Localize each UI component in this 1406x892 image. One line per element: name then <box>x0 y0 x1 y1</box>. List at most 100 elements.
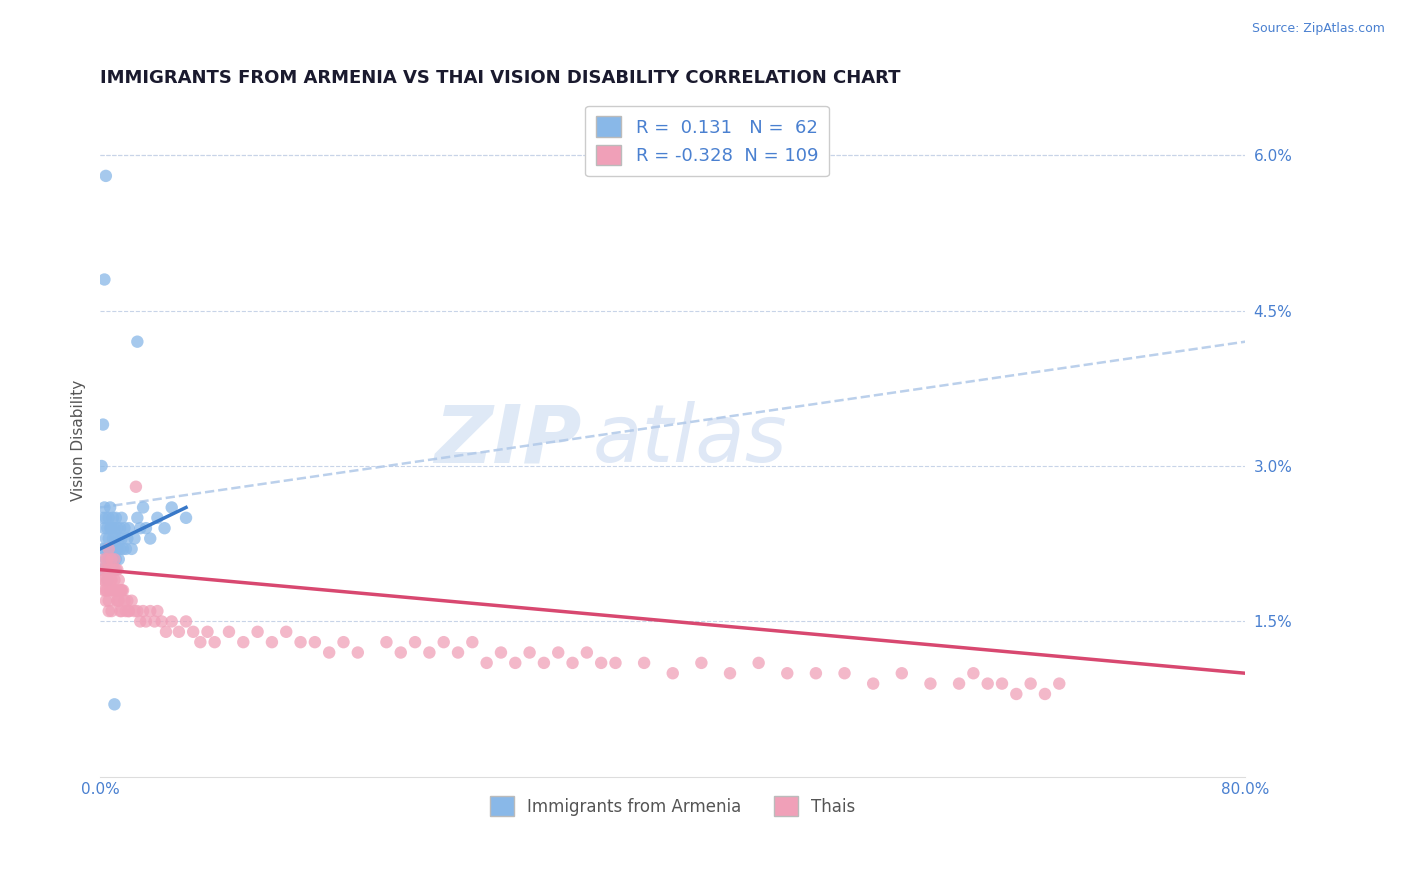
Point <box>127 604 149 618</box>
Point <box>146 604 169 618</box>
Point <box>132 604 155 618</box>
Point <box>93 272 115 286</box>
Y-axis label: Vision Disability: Vision Disability <box>72 379 86 500</box>
Point <box>103 698 125 712</box>
Point <box>110 583 132 598</box>
Point <box>976 676 998 690</box>
Point <box>920 676 942 690</box>
Point <box>519 646 541 660</box>
Point <box>260 635 283 649</box>
Point <box>110 511 132 525</box>
Point <box>204 635 226 649</box>
Point <box>124 532 146 546</box>
Point <box>115 541 138 556</box>
Point <box>346 646 368 660</box>
Point <box>103 563 125 577</box>
Point <box>591 656 613 670</box>
Point <box>232 635 254 649</box>
Point <box>94 563 117 577</box>
Point <box>93 521 115 535</box>
Point <box>101 583 124 598</box>
Point <box>605 656 627 670</box>
Point <box>98 541 121 556</box>
Point <box>93 541 115 556</box>
Point <box>105 541 128 556</box>
Point <box>862 676 884 690</box>
Point <box>661 666 683 681</box>
Point <box>101 563 124 577</box>
Point <box>105 593 128 607</box>
Point <box>118 521 141 535</box>
Point <box>167 624 190 639</box>
Point <box>114 593 136 607</box>
Point <box>104 532 127 546</box>
Point <box>690 656 713 670</box>
Point <box>160 500 183 515</box>
Point <box>117 532 139 546</box>
Point <box>104 511 127 525</box>
Point <box>804 666 827 681</box>
Point <box>633 656 655 670</box>
Point <box>153 521 176 535</box>
Point <box>112 541 135 556</box>
Point <box>127 334 149 349</box>
Point <box>132 500 155 515</box>
Point <box>1005 687 1028 701</box>
Point <box>96 521 118 535</box>
Point <box>98 573 121 587</box>
Point <box>101 532 124 546</box>
Point <box>418 646 440 660</box>
Point <box>115 604 138 618</box>
Point <box>98 563 121 577</box>
Point <box>91 417 114 432</box>
Point <box>461 635 484 649</box>
Point <box>489 646 512 660</box>
Point <box>96 552 118 566</box>
Point <box>318 646 340 660</box>
Point <box>90 563 112 577</box>
Point <box>93 500 115 515</box>
Point <box>100 604 122 618</box>
Point <box>97 532 120 546</box>
Point <box>290 635 312 649</box>
Point <box>90 458 112 473</box>
Point <box>98 500 121 515</box>
Point <box>129 615 152 629</box>
Point <box>103 521 125 535</box>
Point <box>124 604 146 618</box>
Point <box>1033 687 1056 701</box>
Point <box>118 604 141 618</box>
Point <box>94 169 117 183</box>
Point <box>94 593 117 607</box>
Point <box>1019 676 1042 690</box>
Point <box>96 563 118 577</box>
Point <box>97 593 120 607</box>
Point <box>143 615 166 629</box>
Point <box>475 656 498 670</box>
Point <box>100 521 122 535</box>
Point <box>276 624 298 639</box>
Point <box>103 573 125 587</box>
Point <box>107 573 129 587</box>
Point <box>110 604 132 618</box>
Text: atlas: atlas <box>592 401 787 479</box>
Text: Source: ZipAtlas.com: Source: ZipAtlas.com <box>1251 22 1385 36</box>
Point <box>98 521 121 535</box>
Point <box>776 666 799 681</box>
Point <box>93 573 115 587</box>
Point <box>332 635 354 649</box>
Point <box>97 604 120 618</box>
Point <box>110 532 132 546</box>
Point <box>101 552 124 566</box>
Point <box>150 615 173 629</box>
Point <box>1047 676 1070 690</box>
Point <box>97 563 120 577</box>
Point <box>129 521 152 535</box>
Point <box>90 563 112 577</box>
Point <box>104 563 127 577</box>
Point <box>97 511 120 525</box>
Point <box>404 635 426 649</box>
Point <box>218 624 240 639</box>
Point <box>962 666 984 681</box>
Point <box>104 583 127 598</box>
